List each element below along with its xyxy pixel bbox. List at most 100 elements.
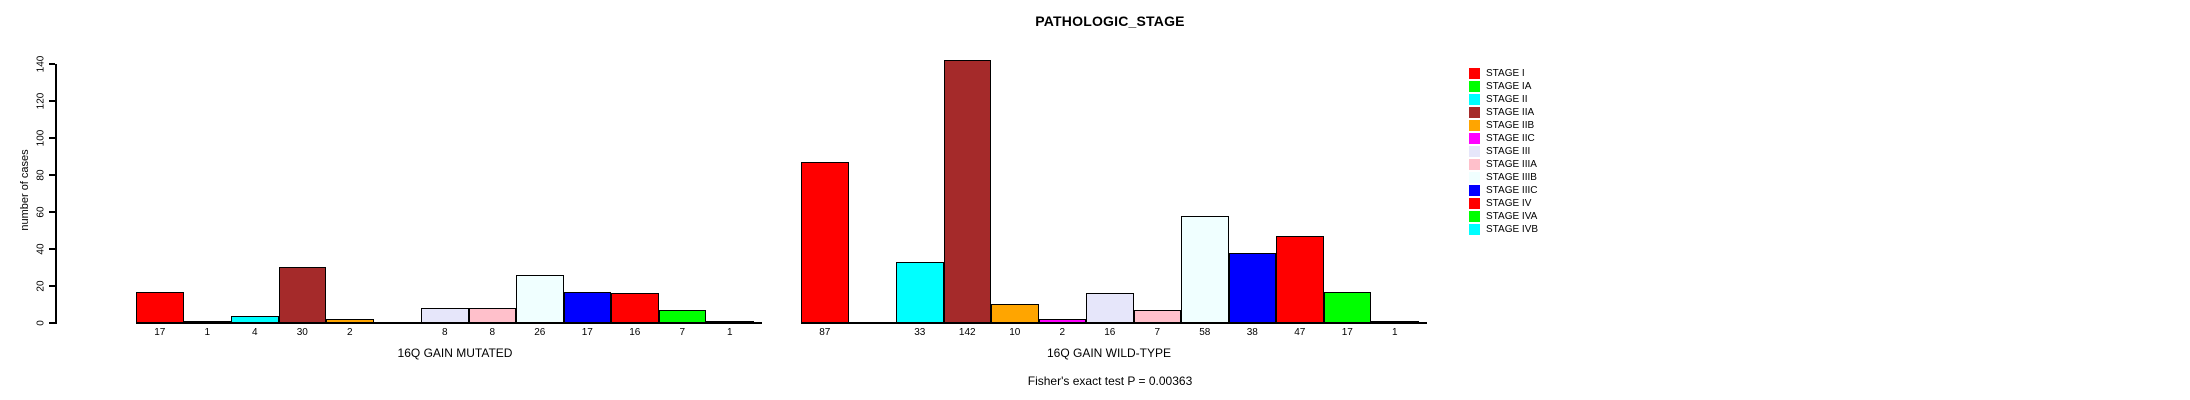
bar-count-label: 1: [1391, 327, 1398, 338]
legend-label: STAGE IIIB: [1486, 172, 1537, 183]
legend-item: STAGE IIIC: [1469, 184, 1538, 197]
legend-swatch: [1469, 146, 1480, 157]
legend-item: STAGE IIIA: [1469, 158, 1537, 171]
bar-stage-iv: [1276, 236, 1324, 323]
legend-label: STAGE II: [1486, 94, 1528, 105]
bar-count-label: 4: [251, 327, 258, 338]
legend-item: STAGE III: [1469, 145, 1530, 158]
legend-label: STAGE IIIA: [1486, 159, 1537, 170]
y-tick-mark: [49, 211, 55, 213]
bar-count-label: 2: [346, 327, 353, 338]
legend-swatch: [1469, 185, 1480, 196]
bar-stage-iic: [1038, 319, 1086, 323]
legend-item: STAGE IA: [1469, 80, 1531, 93]
legend-swatch: [1469, 133, 1480, 144]
y-axis-tick-label: 140: [35, 55, 47, 73]
y-axis-line: [55, 64, 57, 324]
bar-count-label: 33: [914, 327, 926, 338]
legend-label: STAGE IIIC: [1486, 185, 1538, 196]
legend-item: STAGE IV: [1469, 197, 1531, 210]
bar-count-label: 1: [204, 327, 211, 338]
legend-swatch: [1469, 107, 1480, 118]
legend-swatch: [1469, 68, 1480, 79]
legend-item: STAGE I: [1469, 67, 1525, 80]
bar-count-label: 8: [489, 327, 496, 338]
legend-label: STAGE III: [1486, 146, 1531, 157]
legend-item: STAGE IVB: [1469, 223, 1538, 236]
legend-swatch: [1469, 224, 1480, 235]
legend-swatch: [1469, 211, 1480, 222]
y-tick-mark: [49, 137, 55, 139]
y-tick-mark: [49, 100, 55, 102]
bar-stage-iiib: [516, 275, 564, 323]
y-tick-mark: [49, 322, 55, 324]
bar-stage-i: [801, 162, 849, 323]
bar-stage-iib: [991, 304, 1039, 323]
bar-stage-iiib: [1181, 216, 1229, 323]
bar-count-label: 17: [154, 327, 166, 338]
legend-item: STAGE IIA: [1469, 106, 1534, 119]
bar-stage-iv: [611, 293, 659, 323]
bar-stage-iiic: [1228, 253, 1276, 323]
legend-label: STAGE IA: [1486, 81, 1532, 92]
y-axis-tick-label: 120: [35, 92, 47, 110]
bar-count-label: 30: [296, 327, 308, 338]
bar-stage-ivb: [1371, 321, 1419, 323]
legend-item: STAGE II: [1469, 93, 1528, 106]
bar-count-label: 142: [958, 327, 976, 338]
legend-label: STAGE IVB: [1486, 224, 1539, 235]
legend-item: STAGE IIIB: [1469, 171, 1537, 184]
bar-stage-iib: [326, 319, 374, 323]
bar-stage-iiia: [1133, 310, 1181, 323]
bar-stage-iva: [1323, 292, 1371, 323]
bar-count-label: 1: [726, 327, 733, 338]
bar-count-label: 87: [819, 327, 831, 338]
y-tick-mark: [49, 285, 55, 287]
y-tick-mark: [49, 174, 55, 176]
bar-stage-iia: [943, 60, 991, 323]
legend-label: STAGE IIB: [1486, 120, 1535, 131]
bar-count-label: 26: [534, 327, 546, 338]
y-axis-label: number of cases: [19, 149, 31, 231]
x-axis-line: [801, 322, 1427, 324]
y-axis-tick-label: 0: [35, 320, 47, 326]
bar-stage-ivb: [706, 321, 754, 323]
legend-swatch: [1469, 198, 1480, 209]
y-axis-tick-label: 100: [35, 129, 47, 147]
bar-stage-ia: [183, 321, 231, 323]
bar-count-label: 8: [441, 327, 448, 338]
chart-title: PATHOLOGIC_STAGE: [1035, 13, 1185, 29]
bar-count-label: 10: [1009, 327, 1021, 338]
legend-swatch: [1469, 159, 1480, 170]
legend-label: STAGE IVA: [1486, 211, 1538, 222]
bar-stage-i: [136, 292, 184, 323]
bar-count-label: 47: [1294, 327, 1306, 338]
bar-count-label: 2: [1059, 327, 1066, 338]
legend-item: STAGE IIB: [1469, 119, 1534, 132]
legend-item: STAGE IVA: [1469, 210, 1537, 223]
bar-count-label: 58: [1199, 327, 1211, 338]
group-axis-label-wildtype: 16Q GAIN WILD-TYPE: [1046, 346, 1172, 360]
bar-stage-iiic: [563, 292, 611, 323]
bar-stage-iii: [421, 308, 469, 323]
y-axis-tick-label: 20: [35, 280, 47, 292]
y-axis-tick-label: 80: [35, 169, 47, 181]
bar-stage-ii: [231, 316, 279, 323]
y-tick-mark: [49, 248, 55, 250]
legend-swatch: [1469, 172, 1480, 183]
bar-stage-iva: [658, 310, 706, 323]
bar-stage-ii: [896, 262, 944, 323]
bar-count-label: 38: [1246, 327, 1258, 338]
y-axis-tick-label: 40: [35, 243, 47, 255]
bar-count-label: 7: [679, 327, 686, 338]
bar-stage-iii: [1086, 293, 1134, 323]
bar-stage-iia: [278, 267, 326, 323]
y-tick-mark: [49, 63, 55, 65]
fisher-test-annotation: Fisher's exact test P = 0.00363: [1027, 374, 1193, 388]
bar-count-label: 17: [1341, 327, 1353, 338]
legend-label: STAGE IIA: [1486, 107, 1535, 118]
legend-swatch: [1469, 120, 1480, 131]
bar-count-label: 16: [629, 327, 641, 338]
bar-count-label: 16: [1104, 327, 1116, 338]
